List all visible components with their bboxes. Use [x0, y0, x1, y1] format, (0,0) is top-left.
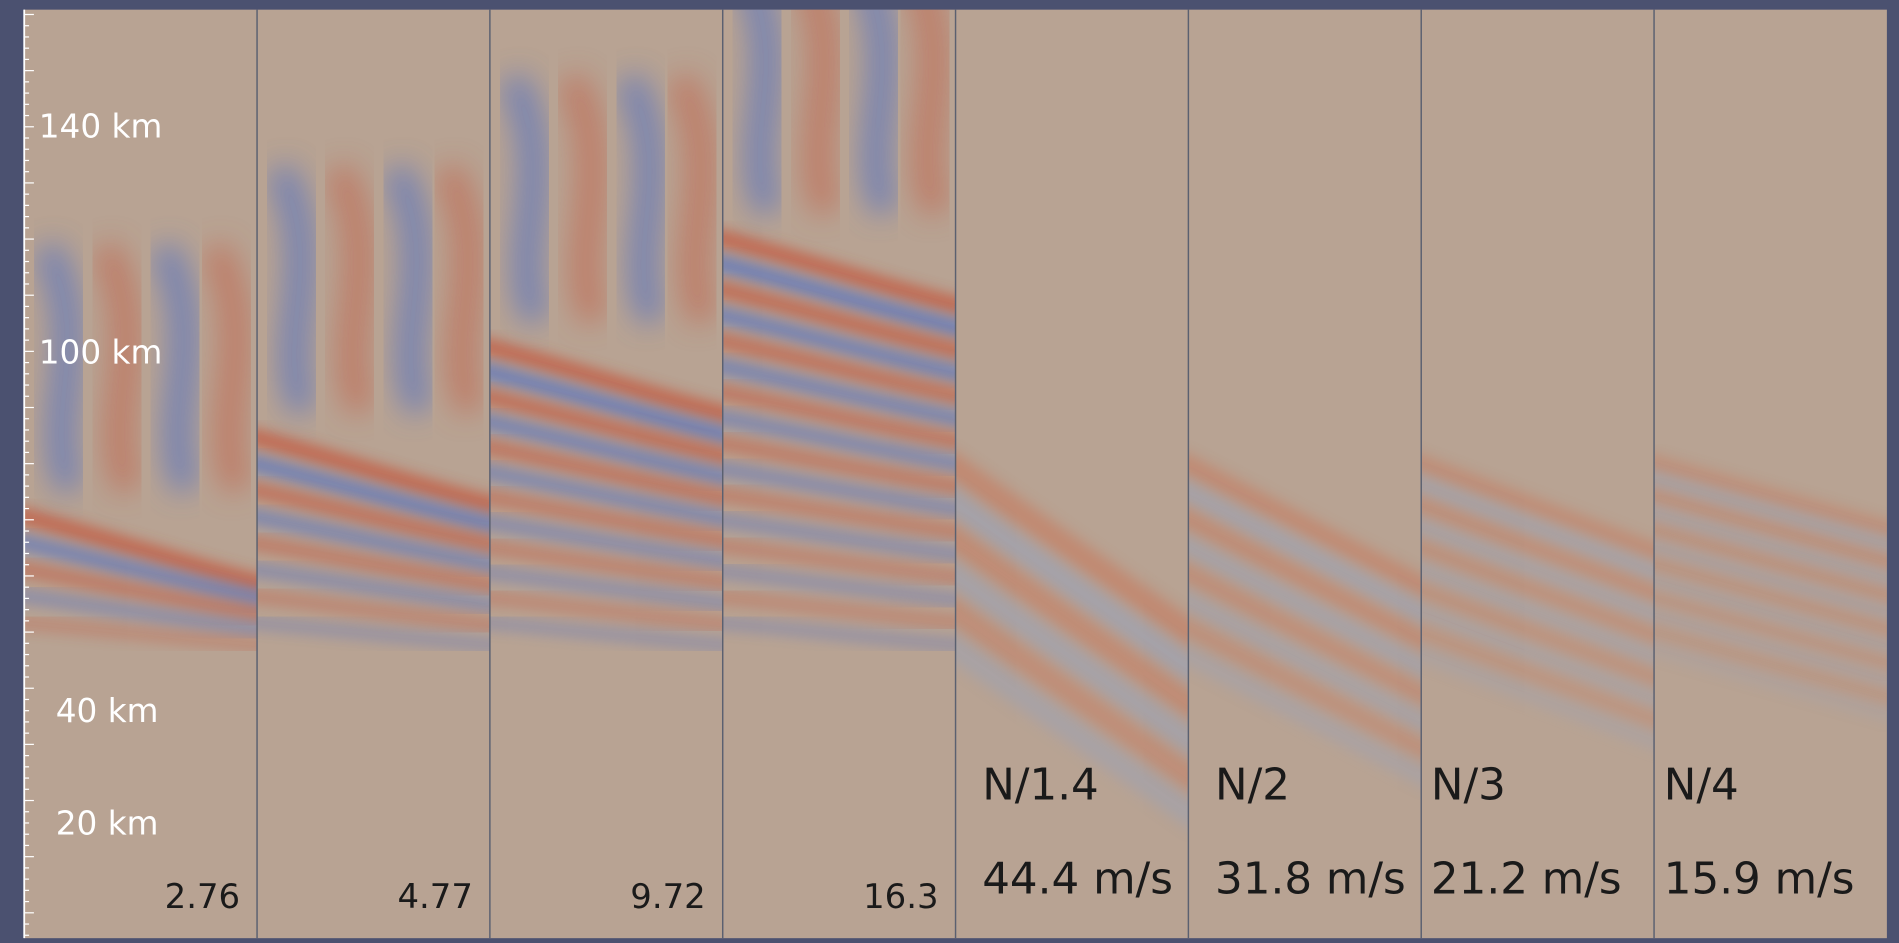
panel-value: 9.72 — [630, 877, 705, 916]
panel-speed: 44.4 m/s — [982, 855, 1173, 905]
panel-speed: 21.2 m/s — [1431, 855, 1622, 905]
page: 2.76 4.77 9.72 16.3 N/1.4 44.4 m/s N/2 31.8 m/s… — [0, 0, 1899, 943]
panel-label: N/4 — [1664, 760, 1739, 810]
y-axis-label: 100 km — [39, 333, 163, 371]
panel-value: 16.3 — [863, 877, 938, 916]
panel-label: N/2 — [1215, 760, 1290, 810]
y-axis-label: 40 km — [56, 692, 159, 730]
panel-speed: 15.9 m/s — [1664, 855, 1855, 905]
y-axis-label: 20 km — [56, 804, 159, 842]
panel-speed: 31.8 m/s — [1215, 855, 1406, 905]
panel-value: 2.76 — [165, 877, 240, 916]
panel-value: 4.77 — [397, 877, 472, 916]
panel-label: N/1.4 — [982, 760, 1099, 810]
visualization: 2.76 4.77 9.72 16.3 N/1.4 44.4 m/s N/2 31.8 m/s… — [0, 0, 1899, 943]
panel-label: N/3 — [1431, 760, 1506, 810]
y-axis-label: 140 km — [39, 108, 163, 146]
